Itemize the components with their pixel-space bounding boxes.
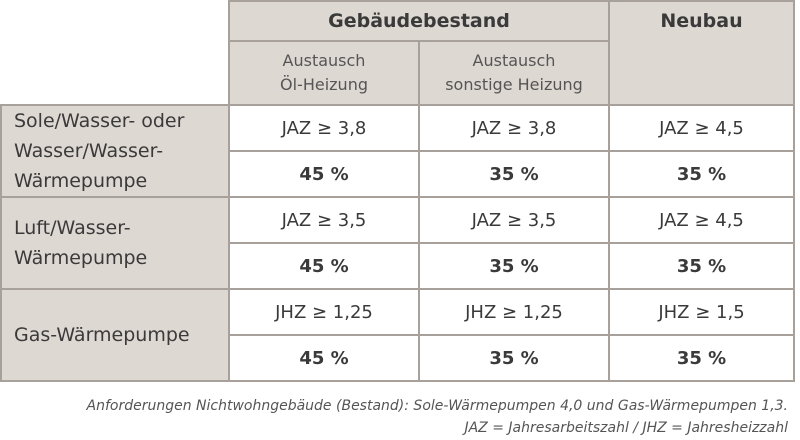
requirement-cell: JAZ ≥ 3,8 bbox=[418, 104, 610, 152]
subheader-other-line-2: sonstige Heizung bbox=[445, 75, 583, 94]
funding-rate-cell: 35 % bbox=[608, 150, 795, 198]
requirement-cell: JAZ ≥ 4,5 bbox=[608, 104, 795, 152]
row-label-air-water-heat-pump: Luft/Wasser- Wärmepumpe bbox=[0, 196, 230, 290]
row-label-line: Sole/Wasser- oder bbox=[14, 110, 185, 132]
row-label-line: Wärmepumpe bbox=[14, 170, 148, 192]
subheader-oil-line-2: Öl-Heizung bbox=[280, 75, 368, 94]
footnote-abbreviations: JAZ = Jahresarbeitszahl / JHZ = Jahreshe… bbox=[464, 420, 788, 436]
requirement-cell: JHZ ≥ 1,5 bbox=[608, 288, 795, 336]
requirement-cell: JAZ ≥ 4,5 bbox=[608, 196, 795, 244]
requirement-cell: JAZ ≥ 3,5 bbox=[418, 196, 610, 244]
corner-cell bbox=[1, 1, 230, 106]
row-label-line: Luft/Wasser- bbox=[14, 217, 131, 239]
heat-pump-funding-table: Gebäudebestand Neubau Austausch Öl-Heizu… bbox=[0, 0, 795, 382]
row-label-brine-water-heat-pump: Sole/Wasser- oder Wasser/Wasser- Wärmepu… bbox=[0, 104, 230, 198]
subheader-other-replacement: Austausch sonstige Heizung bbox=[418, 40, 610, 106]
funding-rate-cell: 45 % bbox=[228, 242, 420, 290]
subheader-oil-replacement: Austausch Öl-Heizung bbox=[228, 40, 420, 106]
footnote-requirements: Anforderungen Nichtwohngebäude (Bestand)… bbox=[86, 398, 789, 414]
funding-rate-cell: 45 % bbox=[228, 150, 420, 198]
funding-rate-cell: 35 % bbox=[418, 334, 610, 382]
row-label-line: Wärmepumpe bbox=[14, 247, 148, 269]
funding-rate-cell: 35 % bbox=[418, 242, 610, 290]
funding-rate-cell: 35 % bbox=[608, 242, 795, 290]
requirement-cell: JHZ ≥ 1,25 bbox=[228, 288, 420, 336]
requirement-cell: JAZ ≥ 3,5 bbox=[228, 196, 420, 244]
header-new-buildings: Neubau bbox=[608, 0, 795, 106]
requirement-cell: JHZ ≥ 1,25 bbox=[418, 288, 610, 336]
funding-rate-cell: 45 % bbox=[228, 334, 420, 382]
header-existing-buildings: Gebäudebestand bbox=[228, 0, 610, 42]
funding-rate-cell: 35 % bbox=[608, 334, 795, 382]
subheader-other-line-1: Austausch bbox=[472, 51, 556, 70]
subheader-oil-line-1: Austausch bbox=[282, 51, 366, 70]
row-label-line: Wasser/Wasser- bbox=[14, 140, 164, 162]
row-label-line: Gas-Wärmepumpe bbox=[14, 324, 190, 346]
requirement-cell: JAZ ≥ 3,8 bbox=[228, 104, 420, 152]
funding-rate-cell: 35 % bbox=[418, 150, 610, 198]
row-label-gas-heat-pump: Gas-Wärmepumpe bbox=[0, 288, 230, 382]
